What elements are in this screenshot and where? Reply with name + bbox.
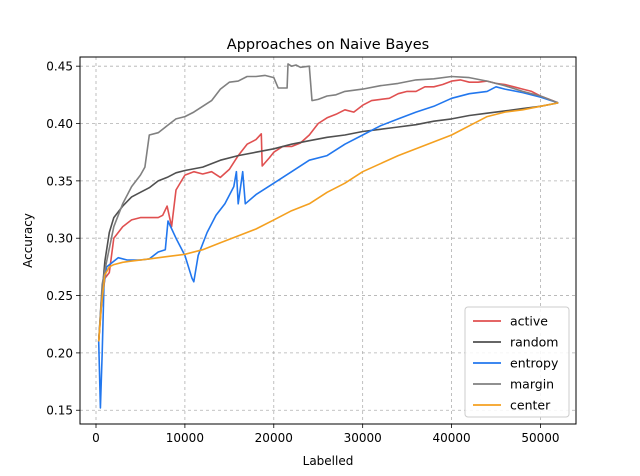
- x-tick-label: 10000: [166, 431, 204, 445]
- y-tick-label: 0.20: [46, 346, 73, 360]
- x-tick-label: 20000: [255, 431, 293, 445]
- x-tick-label: 50000: [521, 431, 559, 445]
- legend-box: [464, 306, 570, 418]
- legend: active random entropy margin center: [464, 306, 570, 418]
- y-tick-label: 0.45: [46, 60, 73, 74]
- x-tick-label: 0: [92, 431, 100, 445]
- y-tick-label: 0.35: [46, 174, 73, 188]
- series-line-entropy: [97, 86, 559, 409]
- plot-frame: [79, 56, 577, 425]
- x-axis-ticks: 0 10000 20000 30000 40000 50000: [92, 424, 560, 445]
- x-axis-label: Labelled: [303, 454, 354, 468]
- series-line-random: [97, 102, 559, 342]
- y-tick-label: 0.15: [46, 404, 73, 418]
- y-axis-label: Accuracy: [21, 213, 35, 268]
- x-tick-label: 40000: [432, 431, 470, 445]
- legend-label-random: random: [510, 335, 558, 350]
- series-line-center: [97, 102, 559, 342]
- chart-title: Approaches on Naive Bayes: [227, 37, 429, 53]
- series-line-margin: [97, 63, 559, 342]
- series-lines: [97, 63, 559, 409]
- legend-label-margin: margin: [510, 377, 554, 392]
- legend-label-center: center: [510, 398, 551, 413]
- y-axis-ticks: 0.15 0.20 0.25 0.30 0.35 0.40 0.45: [46, 60, 80, 418]
- legend-label-active: active: [510, 314, 548, 329]
- y-tick-label: 0.25: [46, 289, 73, 303]
- y-tick-label: 0.30: [46, 232, 73, 246]
- legend-label-entropy: entropy: [510, 356, 559, 371]
- x-tick-label: 30000: [344, 431, 382, 445]
- y-tick-label: 0.40: [46, 117, 73, 131]
